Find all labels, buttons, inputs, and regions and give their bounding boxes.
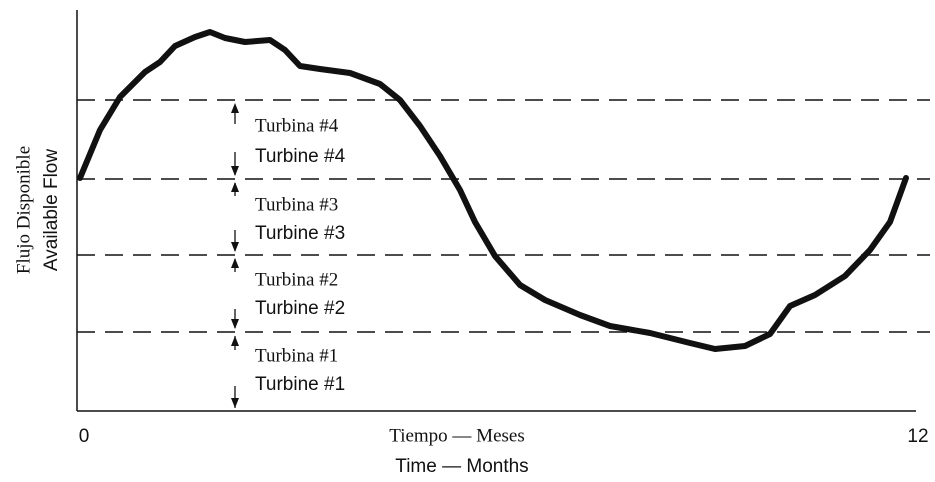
x-start-label: 0 (79, 426, 90, 447)
turbine-label-en: Turbine #4 (255, 146, 346, 167)
turbine-label-en: Turbine #2 (255, 298, 345, 319)
x-axis-title-es: Tiempo — Meses (389, 425, 524, 446)
x-end-label: 12 (907, 426, 928, 447)
x-axis-title-en: Time — Months (395, 456, 528, 477)
turbine-label-es: Turbina #1 (255, 345, 338, 366)
arrows (231, 103, 239, 408)
turbine-label-es: Turbina #4 (255, 115, 339, 136)
turbine-label-en: Turbine #1 (255, 374, 345, 395)
turbine-label-en: Turbine #3 (255, 223, 345, 244)
turbine-label-es: Turbina #2 (255, 269, 338, 290)
flow-curve (77, 29, 909, 352)
y-axis-label-es: Flujo Disponible (13, 146, 34, 274)
turbine-label-es: Turbina #3 (255, 194, 338, 215)
y-axis-label-en: Available Flow (41, 149, 62, 271)
